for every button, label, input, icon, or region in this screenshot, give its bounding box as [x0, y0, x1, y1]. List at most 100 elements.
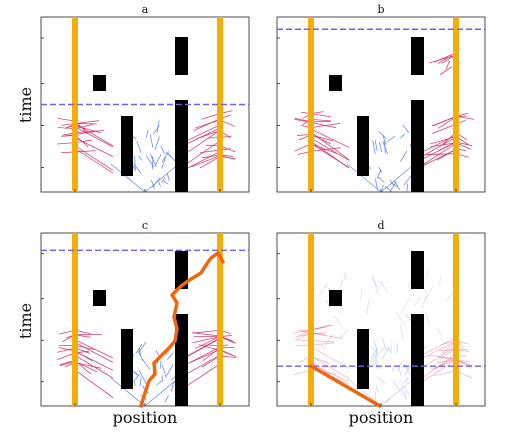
- trace-segment: [389, 181, 397, 193]
- trace-segment: [161, 176, 166, 183]
- wall-left: [308, 17, 314, 192]
- trace-segment: [74, 339, 114, 359]
- trace-segment: [381, 184, 384, 190]
- trace-segment: [325, 299, 331, 308]
- trace-segment: [433, 370, 457, 377]
- trace-segment: [135, 344, 143, 354]
- ticks: [277, 253, 457, 406]
- trace-segment: [417, 353, 457, 382]
- trace-segment: [345, 271, 348, 282]
- trace-segment: [439, 276, 442, 286]
- trace-segment: [401, 387, 404, 396]
- trace-segment: [400, 296, 412, 313]
- trace-segment: [436, 327, 443, 338]
- trace-segment: [343, 272, 346, 280]
- wall-right: [217, 233, 223, 406]
- trace-segment: [110, 377, 146, 407]
- trace-segment: [434, 53, 453, 63]
- trace-segment: [154, 153, 162, 166]
- x-axis-label: position: [349, 408, 414, 427]
- trace-segment: [74, 130, 105, 134]
- trace-segment: [193, 118, 221, 132]
- trace-segment: [373, 339, 378, 352]
- trace-segment: [378, 130, 387, 139]
- trace-segment: [322, 334, 333, 350]
- trace-segment: [310, 340, 335, 343]
- trace-segment: [434, 355, 457, 370]
- trace-segment: [310, 113, 331, 118]
- trace-segment: [417, 341, 457, 361]
- trace-segment: [386, 135, 396, 142]
- obstacle-top-bar: [411, 251, 424, 289]
- obstacle-left-bar: [357, 329, 369, 389]
- trace-segment: [139, 377, 142, 387]
- y-axis-label: time: [16, 87, 35, 123]
- trace-segment: [417, 359, 457, 385]
- wall-left: [72, 233, 78, 406]
- trace-segment: [414, 297, 421, 307]
- trace-segment: [395, 311, 406, 326]
- trace-segment: [133, 379, 136, 386]
- panel-b: b: [276, 3, 486, 193]
- obstacle-right-bar: [175, 314, 188, 406]
- trace-segment: [341, 358, 347, 366]
- trace-segment: [134, 155, 136, 170]
- trace-segment: [393, 180, 401, 191]
- trace-segment: [181, 129, 221, 157]
- trace-segment: [74, 369, 114, 398]
- trace-segment: [417, 142, 457, 169]
- obstacle-left-bar: [357, 116, 369, 176]
- trace-segment: [437, 55, 453, 64]
- panel-a: a time: [16, 3, 250, 193]
- trace-segment: [374, 140, 378, 151]
- panel-d: d position: [276, 219, 486, 427]
- trace-segment: [181, 127, 221, 147]
- trace-segment: [146, 129, 149, 138]
- trace-segment: [375, 385, 379, 394]
- ticks: [41, 37, 221, 192]
- trace-segment: [161, 364, 167, 379]
- trace-segment: [377, 176, 385, 183]
- trace-segment: [74, 137, 114, 158]
- trace-segment: [192, 336, 221, 344]
- trace-segment: [310, 134, 334, 142]
- trace-segment: [181, 354, 221, 377]
- trace-segment: [165, 151, 173, 159]
- trace-segment: [324, 360, 332, 368]
- trace-segment: [370, 276, 378, 287]
- trace-segment: [74, 361, 98, 373]
- trace-segment: [371, 354, 374, 361]
- trace-segment: [379, 142, 383, 153]
- trace-segment: [381, 347, 390, 360]
- trace-segment: [74, 123, 114, 147]
- trace-segment: [154, 136, 160, 150]
- trace-segment: [310, 131, 350, 160]
- panel-title-c: c: [142, 219, 148, 232]
- wall-right: [217, 17, 223, 192]
- panel-title-d: d: [377, 219, 384, 232]
- trace-segment: [310, 122, 337, 129]
- obstacle-left-bar: [121, 116, 133, 176]
- trace-segment: [373, 352, 379, 365]
- wall-right: [453, 233, 459, 406]
- trace-segment: [439, 66, 453, 76]
- trace-segment: [160, 145, 165, 154]
- obstacle-right-bar: [411, 100, 424, 192]
- trace-segment: [181, 346, 221, 367]
- trace-segment: [164, 395, 169, 403]
- trace-segment: [333, 315, 342, 326]
- trace-segment: [401, 384, 410, 395]
- trace-segment: [192, 329, 221, 334]
- trace-segment: [310, 356, 330, 364]
- trace-segment: [74, 126, 114, 148]
- trace-segment: [317, 283, 328, 298]
- trace-segment: [392, 380, 401, 392]
- trace-segment: [372, 140, 376, 155]
- trace-segment: [74, 123, 94, 130]
- trace-segment: [428, 354, 457, 360]
- trace-segment: [74, 341, 114, 363]
- trace-segment: [441, 55, 455, 64]
- trace-segment: [403, 392, 408, 400]
- trace-segment: [372, 275, 378, 292]
